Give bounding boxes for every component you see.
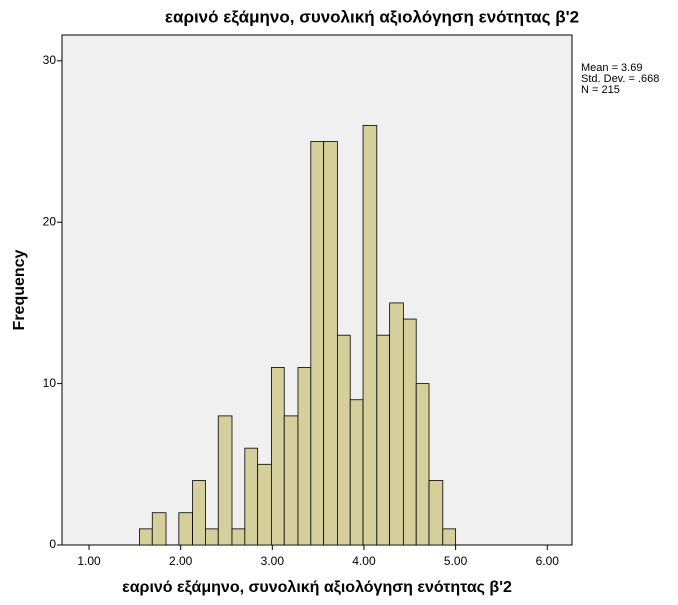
y-axis-label: Frequency [11, 249, 28, 330]
x-tick-label: 4.00 [352, 554, 376, 568]
x-tick-label: 2.00 [169, 554, 193, 568]
bar [336, 334, 351, 546]
bar [231, 528, 246, 546]
bar [151, 512, 167, 546]
stats-label: Std. Dev. = .668 [581, 73, 659, 85]
bar [178, 512, 193, 546]
chart-title: εαρινό εξάμηνο, συνολική αξιολόγηση ενότ… [165, 7, 579, 26]
x-tick-label: 1.00 [77, 554, 101, 568]
bar [217, 415, 233, 546]
bar [442, 528, 457, 546]
y-tick-label: 10 [43, 376, 57, 390]
bar [139, 528, 153, 546]
stats-label: N = 215 [581, 84, 620, 96]
bar [376, 334, 391, 546]
bar [362, 124, 378, 546]
bar [323, 141, 338, 546]
x-tick-label: 6.00 [536, 554, 560, 568]
stats-label: Mean = 3.69 [581, 62, 642, 74]
bar [244, 447, 259, 546]
bar [283, 415, 299, 546]
y-tick-label: 0 [49, 537, 56, 551]
bar [310, 141, 325, 546]
x-tick-label: 5.00 [444, 554, 468, 568]
bar [415, 383, 430, 546]
x-tick-label: 3.00 [261, 554, 285, 568]
bar [389, 302, 404, 546]
bar [205, 528, 219, 546]
y-tick-label: 30 [43, 53, 57, 67]
y-tick-label: 20 [43, 214, 57, 228]
bar [257, 463, 272, 546]
bar [297, 367, 312, 546]
bar [271, 367, 285, 546]
bar [402, 318, 417, 546]
bar [349, 399, 364, 546]
bar [192, 480, 206, 546]
bar [428, 480, 444, 546]
x-axis-label: εαρινό εξάμηνο, συνολική αξιολόγηση ενότ… [122, 579, 512, 596]
